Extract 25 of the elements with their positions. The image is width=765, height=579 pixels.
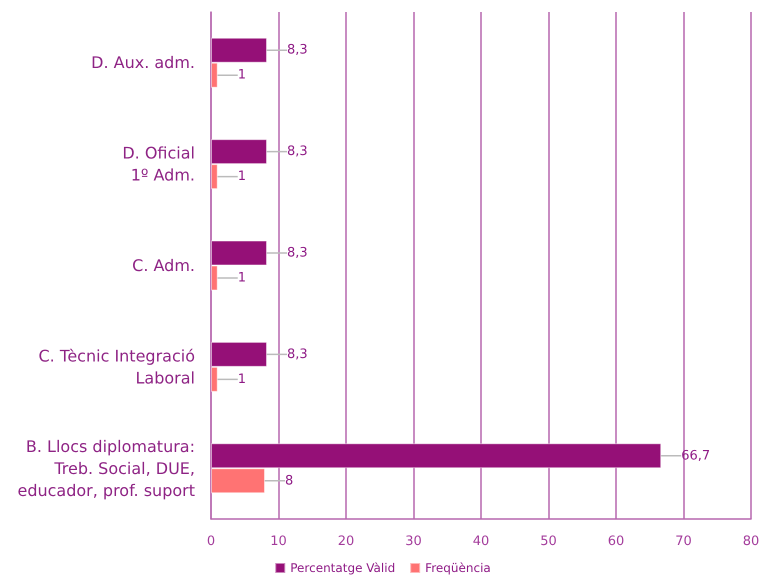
data-label: 8,3 — [287, 144, 308, 160]
x-tick-label: 60 — [608, 534, 624, 549]
x-tick-label: 30 — [405, 534, 422, 549]
x-tick-label: 80 — [742, 534, 760, 549]
y-tick-label: C. Tècnic Integració Laboral — [38, 346, 195, 388]
y-tick-label: D. Aux. adm. — [91, 53, 195, 72]
x-tick-label: 20 — [338, 534, 354, 549]
data-label: 1 — [238, 68, 246, 83]
x-tick-label: 10 — [270, 534, 287, 549]
y-tick-label: C. Adm. — [132, 256, 195, 275]
x-tick-label: 40 — [472, 534, 490, 549]
y-tick-label: B. Llocs diplomatura: Treb. Social, DUE, educador, prof. suport — [17, 436, 195, 500]
legend-label: Freqüència — [425, 561, 491, 575]
data-label: 8,3 — [287, 346, 308, 362]
x-tick-label: 70 — [675, 534, 692, 549]
y-tick-label: D. Oficial 1º Adm. — [122, 144, 195, 185]
data-label: 8,3 — [287, 42, 308, 58]
legend-label: Percentatge Vàlid — [290, 561, 396, 575]
data-label: 1 — [238, 270, 246, 286]
data-label: 8 — [285, 473, 294, 488]
data-label: 1 — [238, 169, 246, 184]
data-label: 1 — [238, 372, 246, 387]
data-label: 8,3 — [287, 246, 308, 260]
x-tick-label: 0 — [206, 534, 216, 549]
x-tick-label: 50 — [540, 534, 557, 549]
